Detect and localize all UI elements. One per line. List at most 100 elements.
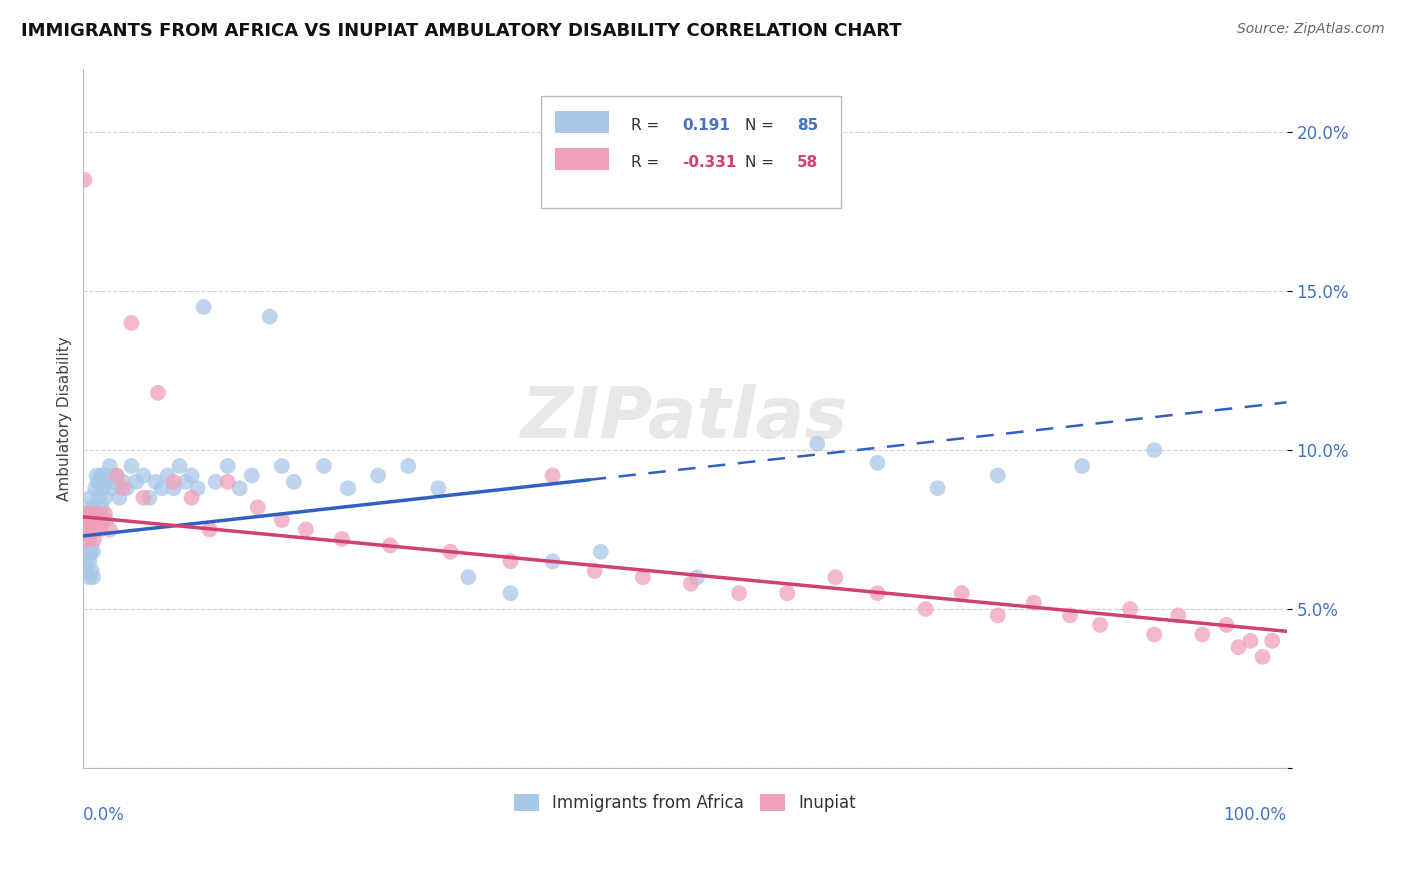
- Point: [1088, 618, 1111, 632]
- Text: IMMIGRANTS FROM AFRICA VS INUPIAT AMBULATORY DISABILITY CORRELATION CHART: IMMIGRANTS FROM AFRICA VS INUPIAT AMBULA…: [21, 22, 901, 40]
- Point: [115, 481, 138, 495]
- Point: [146, 385, 169, 400]
- Point: [1143, 627, 1166, 641]
- Point: [79, 523, 101, 537]
- Point: [132, 468, 155, 483]
- Text: 85: 85: [797, 119, 818, 134]
- Text: ZIPatlas: ZIPatlas: [522, 384, 849, 453]
- Point: [156, 468, 179, 483]
- Point: [90, 468, 112, 483]
- Point: [80, 564, 103, 578]
- Point: [914, 602, 936, 616]
- Point: [75, 532, 97, 546]
- Point: [589, 545, 612, 559]
- Point: [125, 475, 148, 489]
- Point: [77, 513, 100, 527]
- Point: [162, 475, 184, 489]
- Text: 0.0%: 0.0%: [83, 806, 125, 824]
- Point: [104, 468, 127, 483]
- Point: [91, 513, 114, 527]
- Point: [96, 513, 118, 527]
- Point: [96, 468, 118, 483]
- Point: [270, 513, 292, 527]
- Point: [79, 532, 101, 546]
- Point: [120, 316, 142, 330]
- Point: [295, 523, 318, 537]
- Point: [89, 475, 111, 489]
- Legend: Immigrants from Africa, Inupiat: Immigrants from Africa, Inupiat: [506, 788, 863, 819]
- Point: [132, 491, 155, 505]
- Point: [84, 481, 107, 495]
- Point: [79, 545, 101, 559]
- Point: [76, 523, 98, 537]
- Point: [145, 475, 167, 489]
- Point: [824, 570, 846, 584]
- Point: [806, 436, 828, 450]
- Text: R =: R =: [631, 155, 664, 170]
- Point: [259, 310, 281, 324]
- Point: [187, 481, 209, 495]
- Point: [180, 491, 202, 505]
- Text: -0.331: -0.331: [682, 155, 737, 170]
- Point: [77, 545, 100, 559]
- Point: [76, 507, 98, 521]
- Point: [105, 468, 128, 483]
- Point: [111, 481, 134, 495]
- FancyBboxPatch shape: [540, 96, 841, 209]
- Point: [76, 523, 98, 537]
- Point: [80, 507, 103, 521]
- Point: [94, 507, 117, 521]
- Point: [686, 570, 709, 584]
- Point: [98, 523, 121, 537]
- Point: [679, 576, 702, 591]
- Point: [150, 481, 173, 495]
- Y-axis label: Ambulatory Disability: Ambulatory Disability: [58, 336, 72, 500]
- Point: [73, 523, 96, 537]
- Point: [950, 586, 973, 600]
- Point: [987, 608, 1010, 623]
- Point: [84, 507, 107, 521]
- Point: [87, 507, 110, 521]
- Point: [1251, 649, 1274, 664]
- Point: [378, 538, 401, 552]
- Point: [98, 458, 121, 473]
- Point: [82, 513, 104, 527]
- Point: [79, 513, 101, 527]
- Point: [79, 570, 101, 584]
- Point: [1143, 443, 1166, 458]
- Point: [217, 475, 239, 489]
- Point: [75, 538, 97, 552]
- Point: [82, 523, 104, 537]
- Point: [93, 468, 115, 483]
- Point: [73, 545, 96, 559]
- Text: N =: N =: [745, 119, 779, 134]
- Point: [1239, 633, 1261, 648]
- Point: [541, 554, 564, 568]
- Point: [82, 570, 104, 584]
- Point: [312, 458, 335, 473]
- Point: [1167, 608, 1189, 623]
- Point: [101, 481, 124, 495]
- Text: 100.0%: 100.0%: [1223, 806, 1286, 824]
- Point: [270, 458, 292, 473]
- Point: [174, 475, 197, 489]
- Point: [82, 545, 104, 559]
- Point: [1261, 633, 1284, 648]
- Point: [1059, 608, 1081, 623]
- Point: [87, 507, 110, 521]
- Point: [83, 500, 105, 515]
- Point: [84, 513, 107, 527]
- Point: [86, 523, 108, 537]
- Point: [80, 538, 103, 552]
- Point: [204, 475, 226, 489]
- Point: [246, 500, 269, 515]
- FancyBboxPatch shape: [555, 111, 609, 133]
- Text: N =: N =: [745, 155, 779, 170]
- Point: [583, 564, 606, 578]
- Point: [86, 468, 108, 483]
- Text: 58: 58: [797, 155, 818, 170]
- Point: [927, 481, 949, 495]
- Point: [73, 513, 96, 527]
- Point: [240, 468, 263, 483]
- Point: [89, 523, 111, 537]
